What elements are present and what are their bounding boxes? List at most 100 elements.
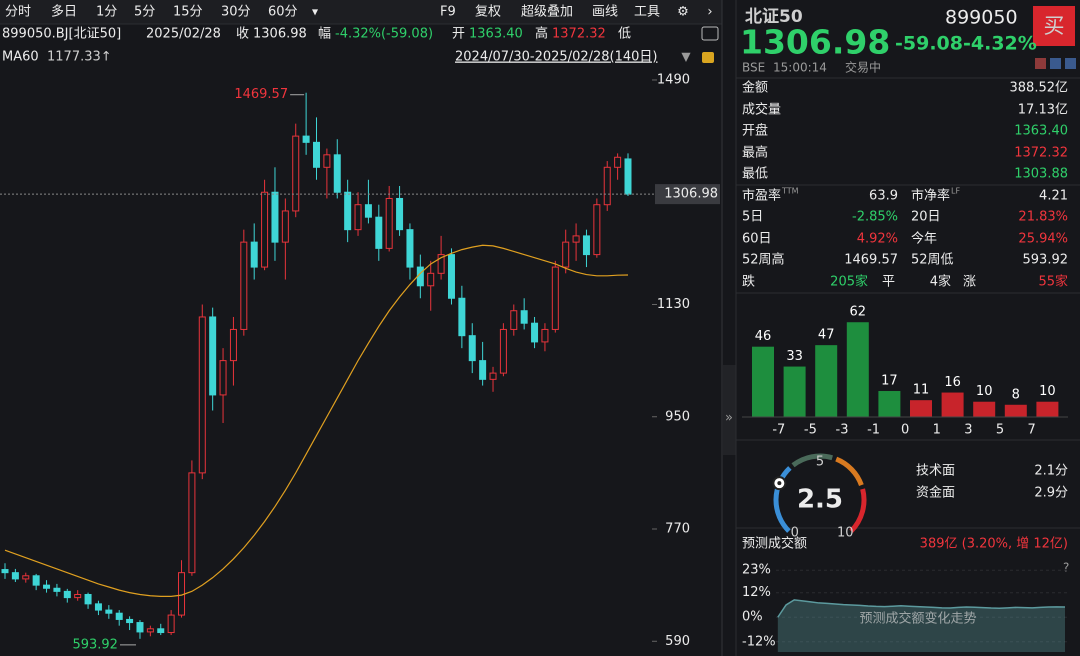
bar [878,391,901,417]
candle-body [510,310,518,330]
candle-body [385,197,393,249]
score-value: 2.1分 [1034,464,1068,479]
wp-icon[interactable] [701,26,719,41]
candle-body [63,590,71,599]
tool-button[interactable]: 超级叠加 [521,5,573,20]
period-tab[interactable]: 60分 [268,5,298,20]
bar-label: 17 [881,374,898,389]
candle-body [447,254,455,299]
stat-label: 市净率 [911,188,950,204]
up-label: 涨 [963,275,976,290]
buy-button[interactable] [1033,6,1075,46]
stat-label-sup: LF [951,187,960,196]
open-value: 1363.40 [469,27,523,42]
y-tick-label: 1130 [657,297,690,312]
y-tick-label: -12% [742,634,776,649]
stat-value: 4.21 [1039,189,1068,204]
quote-price: 1306.98 [740,23,890,62]
candle-body [375,216,383,249]
quote-code: 899050 [945,7,1018,29]
candle-body [84,593,92,605]
candle-body [572,235,580,243]
candle-body [157,628,165,634]
bar [910,400,932,417]
period-tab[interactable]: 5分 [134,5,155,20]
candle-body [198,316,206,474]
stat-label: 60日 [742,232,772,247]
lock-icon[interactable] [702,52,714,63]
period-tab[interactable]: 15分 [173,5,203,20]
stat-value: 593.92 [1023,253,1069,268]
close-value: 1306.98 [253,27,307,42]
date: 2025/02/28 [146,27,221,42]
bar [815,345,838,417]
buy-label[interactable]: 买 [1044,14,1065,38]
x-tick-label: 1 [933,423,941,438]
bar-label: 33 [786,349,803,364]
next-icon[interactable]: › [707,5,712,20]
candle-body [43,584,51,589]
trade-status: 交易中 [845,60,881,75]
y-tick-label: 12% [742,585,771,600]
icon[interactable] [1050,58,1061,69]
y-tick-label: 770 [665,522,690,537]
period-tab[interactable]: 多日 [51,4,77,20]
period-tab[interactable]: 1分 [96,5,117,20]
more-periods[interactable]: ▾ [312,5,318,19]
tool-button[interactable]: F9 [440,5,456,20]
bar [1004,404,1027,417]
flat-count: 4家 [930,274,951,290]
last-price-box [655,184,720,205]
icon[interactable] [1065,58,1076,69]
stat-label: 市盈率 [742,188,781,204]
up-count: 55家 [1038,274,1068,290]
candle-body [74,593,82,599]
forecast-line [777,599,1066,618]
stat-value: 1303.88 [1014,167,1068,182]
x-tick-label: 7 [1027,423,1035,438]
quote-change: -59.08 [895,33,963,55]
candle-body [499,328,507,374]
candle-body [136,622,144,633]
stat-value: 388.52亿 [1010,81,1069,96]
tool-button[interactable]: 复权 [475,4,501,20]
stat-value: -2.85% [852,210,898,225]
forecast-title: 预测成交额 [742,536,807,552]
period-tab[interactable]: 30分 [221,5,251,20]
help-icon[interactable]: ? [1063,561,1069,575]
range-dropdown[interactable]: ▼ [681,50,691,64]
x-tick-label: -3 [836,423,849,438]
score-label: 技术面 [916,464,955,479]
tool-button[interactable]: 画线 [592,5,618,20]
open-label: 开 [452,27,465,42]
candle-body [323,154,331,168]
stat-label-sup: TTM [781,187,799,196]
score-label: 资金面 [916,485,955,501]
settings-icon[interactable]: ⚙ [677,5,689,20]
candle-body [292,135,300,212]
bar [846,322,869,417]
collapse-button[interactable] [723,365,736,455]
high-annotation: 1469.57 [234,87,288,102]
candle-body [240,241,248,330]
candle-body [603,166,611,206]
stat-label: 今年 [911,231,937,247]
high-value: 1372.32 [552,27,606,42]
stat-label: 52周高 [742,252,785,268]
index-code: 899050.BJ[北证50] [2,27,121,42]
bar-label: 46 [755,329,772,344]
period-tab[interactable]: 分时 [5,5,31,20]
flat-label: 平 [882,275,895,290]
candle-body [209,316,217,396]
change-value: -4.32%(-59.08) [335,27,433,42]
x-tick-label: -7 [772,423,785,438]
icon[interactable] [1035,58,1046,69]
candle-body [302,135,310,143]
tool-button[interactable]: 工具 [634,5,660,20]
gauge-tick-label: 10 [837,526,854,541]
collapse-icon[interactable]: » [725,411,733,426]
ma-label: MA60 [2,50,39,65]
date-range[interactable]: 2024/07/30-2025/02/28(140日) [455,50,658,65]
